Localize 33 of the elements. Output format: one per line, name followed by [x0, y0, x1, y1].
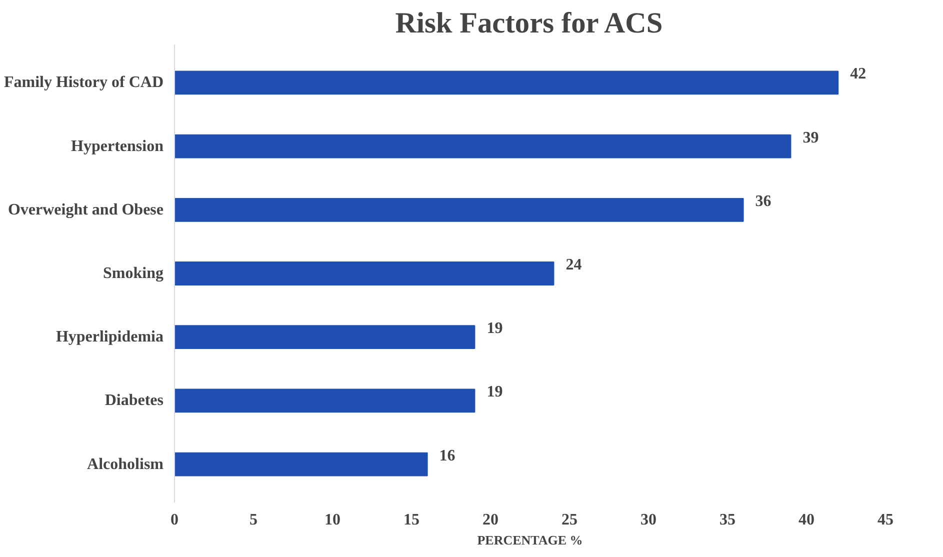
data-label: 42 [850, 66, 866, 83]
x-tick-label: 0 [170, 512, 178, 528]
x-tick-label: 40 [798, 512, 814, 528]
x-tick-label: 5 [250, 512, 258, 528]
x-tick-label: 10 [324, 512, 340, 528]
bar [174, 325, 476, 350]
bar [174, 388, 476, 413]
x-tick-label: 25 [562, 512, 578, 528]
x-tick-label: 20 [482, 512, 498, 528]
data-label: 19 [486, 384, 503, 401]
y-tick-label: Family History of CAD [4, 74, 164, 92]
y-tick-label: Hypertension [71, 138, 164, 155]
y-tick-label: Overweight and Obese [8, 201, 164, 218]
data-label: 24 [566, 256, 582, 274]
bar [174, 198, 744, 222]
x-tick-label: 45 [878, 512, 894, 528]
x-tick-label: 35 [720, 512, 736, 528]
data-label: 16 [439, 447, 456, 464]
bar [174, 262, 554, 286]
y-tick-label: Alcoholism [87, 456, 164, 473]
bar [174, 452, 428, 476]
bar [174, 134, 792, 158]
data-label: 36 [755, 192, 772, 210]
y-tick-label: Diabetes [104, 392, 164, 410]
y-tick-label: Hyperlipidemia [56, 328, 164, 346]
data-label: 39 [802, 129, 819, 146]
x-tick-label: 15 [404, 512, 420, 528]
x-tick-label: 30 [640, 512, 656, 528]
bar [174, 70, 839, 95]
x-axis-title: PERCENTAGE % [477, 532, 583, 548]
y-tick-label: Smoking [103, 265, 164, 282]
chart-title: Risk Factors for ACS [395, 8, 663, 40]
data-label: 19 [486, 320, 503, 338]
